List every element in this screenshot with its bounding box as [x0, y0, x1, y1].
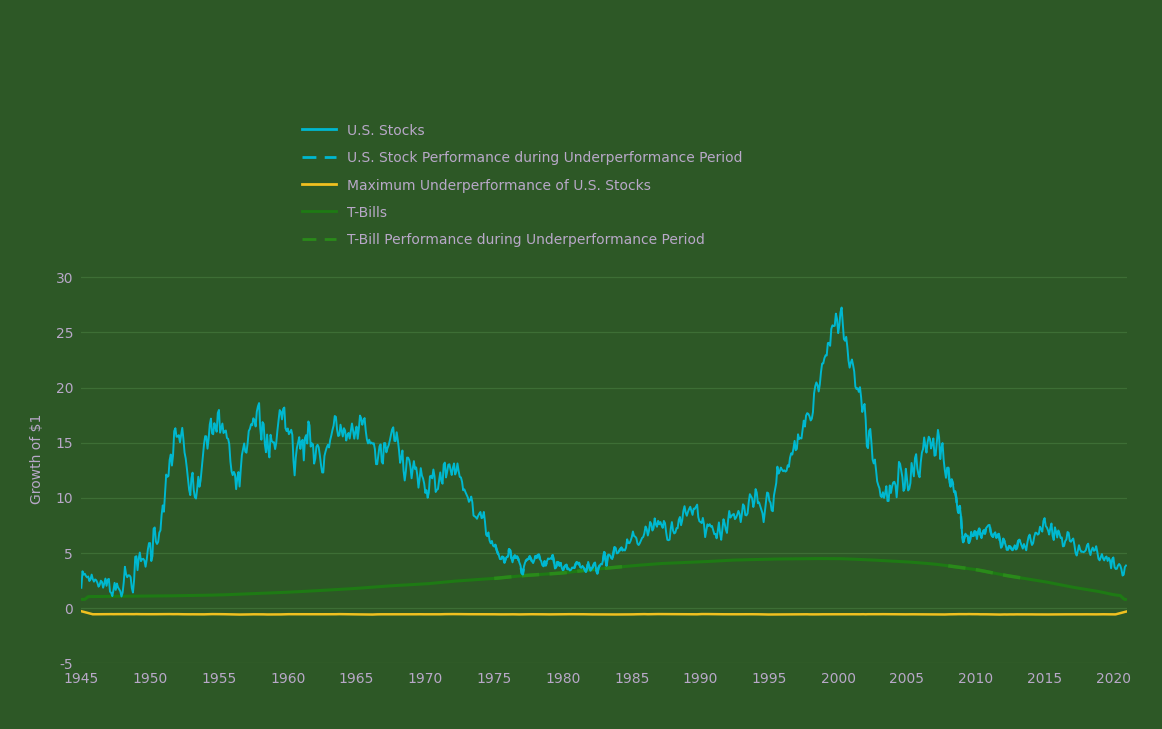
Legend: U.S. Stocks, U.S. Stock Performance during Underperformance Period, Maximum Unde: U.S. Stocks, U.S. Stock Performance duri…	[297, 120, 747, 252]
Y-axis label: Growth of $1: Growth of $1	[30, 414, 44, 504]
